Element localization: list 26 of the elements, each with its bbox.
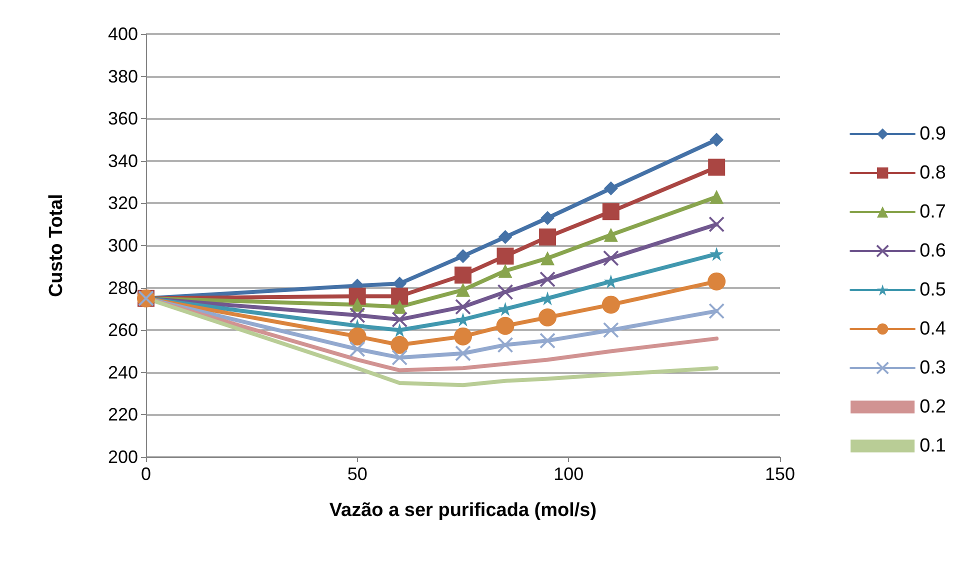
x-tick-label: 0 [140, 464, 152, 484]
y-tick-label: 380 [108, 66, 138, 86]
y-tick-label: 360 [108, 108, 138, 129]
y-tick-label: 220 [108, 404, 138, 425]
x-tick-label: 50 [347, 464, 368, 484]
legend-label: 0.9 [920, 124, 946, 144]
y-axis-title: Custo Total [46, 194, 67, 298]
x-tick-label: 150 [764, 464, 796, 484]
legend-label: 0.3 [920, 358, 946, 378]
x-tick-label: 100 [554, 464, 584, 484]
legend-label: 0.5 [920, 280, 946, 300]
x-axis-title: Vazão a ser purificada (mol/s) [329, 500, 597, 521]
y-tick-label: 260 [108, 320, 138, 340]
legend-label: 0.8 [920, 162, 946, 184]
legend-label: 0.7 [920, 202, 946, 222]
legend-label: 0.4 [920, 318, 946, 340]
y-tick-label: 400 [108, 24, 138, 44]
legend-label: 0.2 [920, 396, 946, 418]
y-tick-label: 280 [108, 278, 138, 298]
y-tick-label: 240 [108, 362, 138, 382]
y-tick-label: 320 [108, 193, 138, 214]
legend-label: 0.6 [920, 240, 946, 262]
y-tick-label: 340 [108, 150, 138, 171]
legend-label: 0.1 [920, 436, 946, 456]
y-tick-label: 300 [108, 236, 138, 256]
y-tick-label: 200 [108, 447, 138, 467]
